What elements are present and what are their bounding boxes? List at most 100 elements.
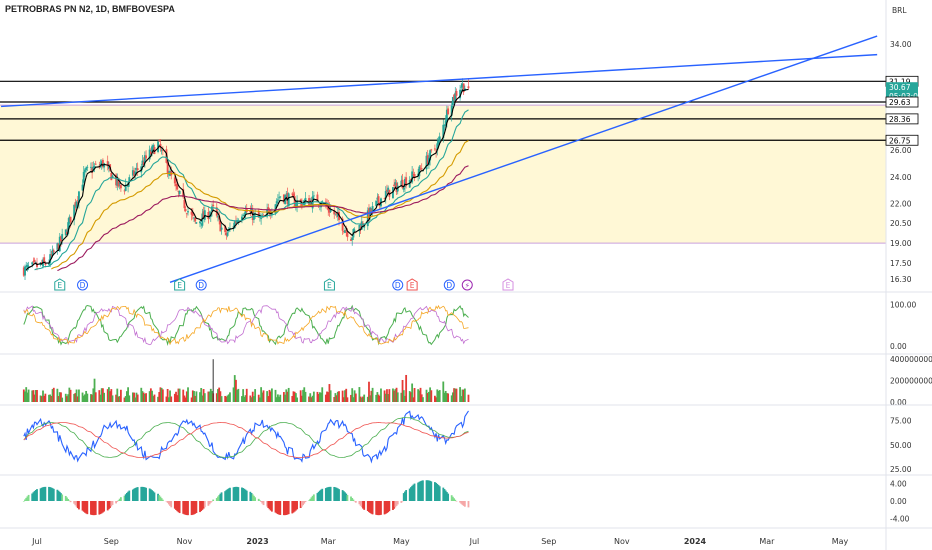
volume-bar — [109, 391, 112, 402]
histogram-bar — [413, 483, 416, 501]
histogram-bar — [136, 487, 139, 501]
candle-body — [202, 211, 205, 219]
histogram-bar — [68, 500, 71, 502]
price-tag-text: 29.63 — [889, 98, 911, 107]
histogram-bar — [287, 501, 290, 515]
volume-bar — [257, 394, 260, 402]
volume-bar — [219, 391, 222, 402]
volume-bar — [99, 394, 102, 402]
histogram-bar — [435, 482, 438, 501]
candle-body — [375, 200, 378, 206]
candle-body — [249, 210, 252, 213]
event-badge — [323, 278, 335, 291]
volume-bar — [368, 381, 370, 402]
event-markers: E D E D E D E D ⚡ E — [54, 278, 514, 291]
histogram-bar — [84, 501, 86, 513]
candle-body — [411, 171, 414, 183]
time-tick-label: Nov — [177, 537, 193, 546]
candle-body — [107, 166, 110, 169]
candle-body — [207, 211, 210, 220]
volume-bar — [299, 390, 302, 402]
candle-body — [142, 162, 145, 166]
volume-bar — [93, 378, 96, 402]
volume-bar — [158, 392, 161, 402]
candle-body — [353, 229, 356, 231]
candle-body — [32, 261, 35, 263]
volume-bar — [292, 391, 295, 402]
histogram-bar — [182, 501, 185, 514]
candle-body — [386, 189, 388, 192]
histogram-bar — [116, 501, 119, 502]
volume-bar — [84, 394, 86, 402]
volume-bar — [259, 397, 261, 402]
price-tag-bg — [885, 96, 919, 108]
histogram-bar — [169, 501, 171, 506]
histogram-bar — [50, 487, 53, 501]
histogram-bar — [380, 501, 382, 515]
histogram-bar — [67, 499, 70, 501]
price-tick-label: 24.00 — [890, 173, 912, 182]
macd-histogram-pane: 4.00 0.00 -4.00 — [22, 479, 910, 524]
event-marker: E — [406, 278, 418, 291]
volume-bar — [98, 390, 101, 402]
volume-bar — [413, 388, 416, 402]
candle-body — [266, 209, 269, 217]
histogram-bar — [455, 501, 458, 502]
candle-body — [460, 86, 463, 88]
rsi-line-2 — [23, 422, 469, 458]
volume-bar — [467, 394, 470, 402]
histogram-bar — [243, 488, 246, 501]
candle-body — [217, 216, 219, 218]
histogram-bar — [362, 501, 364, 509]
volume-bar — [229, 392, 231, 402]
histogram-bar — [212, 499, 215, 501]
volume-bar — [166, 389, 169, 402]
histogram-bar — [36, 489, 38, 501]
volume-bar — [178, 388, 181, 402]
histogram-bar — [430, 481, 433, 501]
histogram-bar — [366, 501, 369, 512]
event-label: E — [177, 281, 182, 290]
candle-body — [342, 231, 345, 232]
volume-bar — [217, 389, 219, 402]
histogram-bar — [173, 501, 176, 509]
volume-bar — [31, 390, 34, 402]
histogram-bar — [454, 499, 457, 501]
candle-body — [269, 213, 272, 215]
volume-bar — [208, 391, 211, 402]
histogram-bar — [81, 501, 84, 511]
histogram-bar — [426, 480, 429, 501]
histogram-bar — [266, 501, 269, 507]
volume-bar — [286, 391, 289, 402]
histogram-bar — [43, 486, 46, 501]
histogram-bar — [400, 501, 403, 503]
volume-bar — [430, 390, 433, 402]
histogram-bar — [118, 498, 121, 501]
volume-bar — [24, 391, 26, 402]
volume-bar — [271, 388, 273, 402]
candle-body — [413, 173, 416, 178]
histogram-bar — [142, 486, 145, 501]
volume-bar — [417, 389, 420, 402]
histogram-bar — [128, 490, 131, 501]
volume-bar — [82, 395, 85, 402]
candle-body — [225, 232, 228, 236]
volume-bar — [436, 389, 439, 402]
volume-bar — [103, 392, 106, 402]
candle-body — [48, 263, 50, 265]
volume-bar — [447, 393, 449, 402]
time-tick-label: May — [393, 537, 410, 546]
price-tag-text: 28.36 — [889, 115, 911, 124]
candle-body — [74, 202, 77, 207]
histogram-bar — [302, 501, 304, 506]
candle-body — [81, 184, 84, 191]
candle-body — [450, 105, 453, 116]
histogram-bar — [208, 501, 211, 505]
candle-body — [433, 148, 436, 150]
candle-body — [270, 212, 273, 216]
candle-body — [69, 216, 72, 223]
price-tag: 26.75 — [885, 134, 919, 146]
volume-bar — [453, 388, 455, 402]
candle-body — [50, 254, 53, 256]
